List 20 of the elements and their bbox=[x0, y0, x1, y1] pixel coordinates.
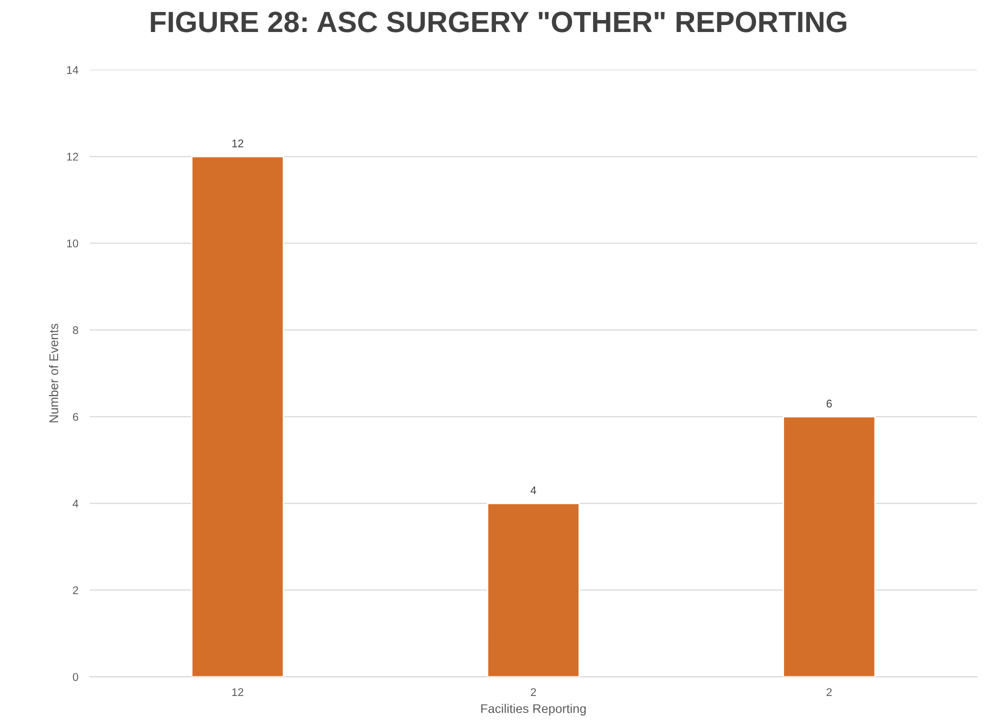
y-axis-title: Number of Events bbox=[49, 324, 58, 422]
bar bbox=[191, 156, 284, 677]
y-tick-label: 8 bbox=[72, 326, 78, 334]
x-tick-label: 2 bbox=[826, 688, 832, 696]
chart-title: FIGURE 28: ASC SURGERY "OTHER" REPORTING bbox=[150, 12, 846, 32]
x-axis-title: Facilities Reporting bbox=[481, 704, 586, 716]
bar bbox=[486, 502, 580, 677]
x-tick-label: 2 bbox=[530, 688, 536, 696]
y-tick-label: 10 bbox=[67, 240, 78, 248]
x-tick-label: 12 bbox=[232, 688, 244, 696]
data-label: 4 bbox=[530, 486, 536, 494]
data-label: 6 bbox=[826, 400, 832, 408]
y-tick-label: 14 bbox=[67, 66, 78, 74]
y-tick-label: 2 bbox=[73, 586, 78, 594]
y-tick-label: 6 bbox=[73, 412, 78, 421]
bar bbox=[782, 416, 876, 677]
data-label: 12 bbox=[232, 140, 244, 148]
y-tick-label: 4 bbox=[72, 500, 78, 508]
y-tick-label: 0 bbox=[72, 673, 78, 681]
y-tick-label: 12 bbox=[67, 152, 78, 161]
